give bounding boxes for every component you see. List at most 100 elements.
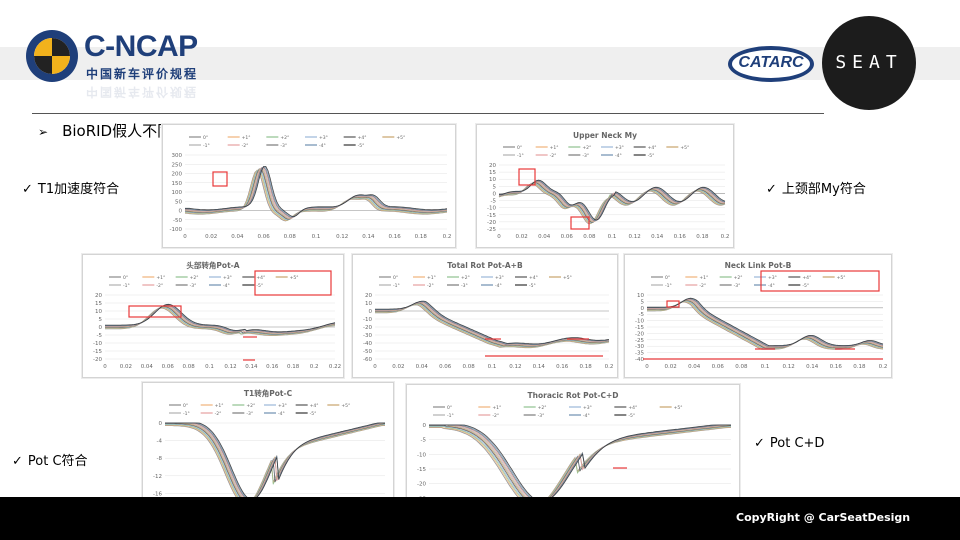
chart-svg: 0° +1° +2° +3° +4° +5° -1° -2° -3° -4° -5° 300 250 20…	[170, 135, 452, 240]
y-tick-label: -12	[153, 474, 162, 480]
legend-label: -2°	[215, 411, 222, 417]
y-tick-label: 0	[99, 325, 103, 331]
legend-highlight-box	[254, 270, 332, 296]
y-tick-label: -100	[170, 227, 183, 233]
y-tick-label: 250	[172, 162, 183, 168]
x-tick-label: 0.2	[443, 234, 452, 240]
legend-label: +5°	[680, 145, 689, 151]
chart-title: Neck Link Pot-B	[725, 261, 792, 270]
legend-label: +4°	[628, 405, 637, 411]
cncap-logo-text: C-NCAP	[84, 30, 198, 63]
legend-label: 0°	[393, 275, 398, 281]
x-tick-label: 0.12	[628, 234, 640, 240]
y-tick-label: -15	[487, 213, 496, 219]
x-tick-label: 0.2	[721, 234, 730, 240]
legend-label: +2°	[246, 403, 255, 409]
legend-label: +2°	[582, 145, 591, 151]
y-tick-label: -8	[157, 456, 163, 462]
y-tick-label: -35	[635, 351, 644, 357]
legend-label: +5°	[837, 275, 846, 281]
y-tick-label: 5	[641, 299, 645, 305]
series-line	[498, 181, 726, 223]
legend-label: -3°	[461, 283, 468, 289]
legend-label: +5°	[563, 275, 572, 281]
x-tick-label: 0.18	[415, 234, 428, 240]
x-tick-label: 0	[103, 364, 107, 370]
legend-label: +4°	[529, 275, 538, 281]
x-tick-label: 0.08	[183, 364, 196, 370]
legend-label: 0°	[203, 135, 208, 141]
series-line	[499, 179, 726, 221]
legend-label: -1°	[183, 411, 190, 417]
chart-title: Thoracic Rot Pot-C+D	[528, 391, 619, 400]
y-tick-label: 0	[423, 423, 427, 429]
y-tick-label: 0	[493, 191, 497, 197]
legend-label: +4°	[310, 403, 319, 409]
x-tick-label: 0.02	[664, 364, 676, 370]
x-tick-label: 0.16	[830, 364, 843, 370]
x-tick-label: 0.2	[879, 364, 888, 370]
x-tick-label: 0.04	[538, 234, 551, 240]
check-icon: ✓	[12, 454, 23, 469]
x-tick-label: 0.16	[556, 364, 569, 370]
catarc-logo: CATARC	[728, 46, 814, 82]
chart-title: Upper Neck My	[573, 131, 637, 140]
y-tick-label: -4	[157, 439, 163, 445]
y-tick-label: 300	[172, 153, 183, 159]
y-tick-label: 5	[493, 184, 497, 190]
y-tick-label: 10	[637, 293, 644, 299]
y-tick-label: -50	[363, 349, 372, 355]
x-tick-label: 0.14	[533, 364, 546, 370]
note-pot-cd: ✓ Pot C+D	[754, 436, 824, 451]
legend-label: -3°	[246, 411, 253, 417]
x-tick-label: 0.06	[162, 364, 175, 370]
chart-pot-a: 头部转角Pot-A 0° +1° +2° +3° +4° +5° -1° -2° -3° -4° -5…	[82, 254, 344, 378]
y-tick-label: -50	[173, 218, 182, 224]
x-tick-label: 0.14	[806, 364, 819, 370]
legend-highlight-box	[760, 270, 880, 292]
series-line	[498, 182, 726, 224]
legend-label: +3°	[495, 275, 504, 281]
y-tick-label: -15	[417, 467, 426, 473]
chart-svg: Neck Link Pot-B 0° +1° +2° +3° +4° +5° -1° -2° -3…	[635, 261, 888, 370]
check-icon: ✓	[754, 436, 765, 451]
chart-title: T1转角Pot-C	[244, 388, 293, 398]
legend-label: -2°	[242, 143, 249, 149]
x-tick-label: 0.1	[312, 234, 321, 240]
x-tick-label: 0.12	[336, 234, 348, 240]
x-tick-label: 0.06	[257, 234, 270, 240]
chart-svg: 头部转角Pot-A 0° +1° +2° +3° +4° +5° -1° -2° -3° -4° -5…	[93, 260, 341, 370]
series-line	[498, 183, 726, 225]
y-tick-label: -10	[635, 319, 644, 325]
legend-label: +2°	[190, 275, 199, 281]
note-pot-c-text: Pot C符合	[27, 454, 88, 469]
legend-label: -4°	[768, 283, 775, 289]
series-line	[647, 298, 884, 347]
peak-highlight-box	[128, 305, 182, 318]
legend-label: -3°	[280, 143, 287, 149]
series-line	[498, 181, 726, 223]
legend-label: 0°	[183, 403, 188, 409]
x-tick-label: 0.08	[735, 364, 748, 370]
legend-label: -5°	[802, 283, 809, 289]
x-tick-label: 0.1	[488, 364, 497, 370]
note-t1: ✓ T1加速度符合	[22, 178, 119, 197]
legend-label: -4°	[223, 283, 230, 289]
legend-label: +1°	[156, 275, 165, 281]
legend-label: +2°	[734, 275, 743, 281]
legend-label: -4°	[278, 411, 285, 417]
x-tick-label: 0.02	[392, 364, 404, 370]
series-line	[498, 182, 726, 224]
catarc-logo-text: CATARC	[738, 54, 804, 71]
chart-svg: Upper Neck My 0° +1° +2° +3° +4° +5° -1° -2° -3° -…	[487, 131, 730, 240]
y-tick-label: -5	[97, 333, 103, 339]
x-tick-label: 0.06	[439, 364, 452, 370]
y-tick-label: -15	[635, 325, 644, 331]
y-tick-label: -20	[487, 220, 496, 226]
legend-label: -2°	[699, 283, 706, 289]
x-tick-label: 0.02	[515, 234, 527, 240]
legend-label: +3°	[223, 275, 232, 281]
y-tick-label: -20	[417, 482, 426, 488]
x-tick-label: 0	[183, 234, 187, 240]
series-line	[165, 425, 385, 506]
